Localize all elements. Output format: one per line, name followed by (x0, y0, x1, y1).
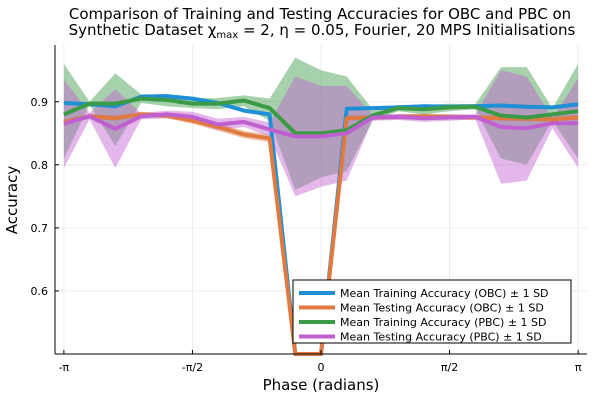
x-tick-label: -π/2 (182, 361, 203, 374)
chart-title-line2: Synthetic Dataset χmax = 2, η = 0.05, Fo… (69, 21, 576, 41)
y-axis-label: Accuracy (3, 166, 21, 235)
y-tick-label: 0.9 (31, 96, 49, 109)
mean-line-series-4 (63, 112, 579, 139)
legend-label-series-3: Mean Training Accuracy (PBC) ± 1 SD (340, 316, 547, 329)
y-tick-label: 0.6 (31, 285, 49, 298)
legend-label-series-2: Mean Testing Accuracy (OBC) ± 1 SD (340, 302, 544, 315)
x-tick-label: 0 (318, 361, 325, 374)
sd-band-series-3 (63, 57, 579, 190)
y-tick-label: 0.8 (31, 159, 49, 172)
x-axis-label: Phase (radians) (263, 376, 380, 394)
x-tick-label: π (575, 361, 582, 374)
chart-title-line1: Comparison of Training and Testing Accur… (69, 5, 571, 23)
y-ticks: 0.6 0.7 0.8 0.9 (31, 96, 59, 298)
chart-title-line2-rest: = 2, η = 0.05, Fourier, 20 MPS Initialis… (238, 21, 575, 39)
chart-title-line2-start: Synthetic Dataset χ (69, 21, 217, 39)
x-ticks: -π -π/2 0 π/2 π (59, 350, 582, 374)
x-tick-label: -π (59, 361, 70, 374)
chart-title-subscript: max (216, 30, 238, 41)
legend-label-series-1: Mean Training Accuracy (OBC) ± 1 SD (340, 287, 549, 300)
legend: Mean Training Accuracy (OBC) ± 1 SD Mean … (292, 279, 572, 344)
legend-label-series-4: Mean Testing Accuracy (PBC) ± 1 SD (340, 331, 542, 344)
legend-box (292, 279, 572, 344)
x-tick-label: π/2 (441, 361, 458, 374)
y-tick-label: 0.7 (31, 222, 49, 235)
mean-line-series-3 (63, 96, 579, 136)
